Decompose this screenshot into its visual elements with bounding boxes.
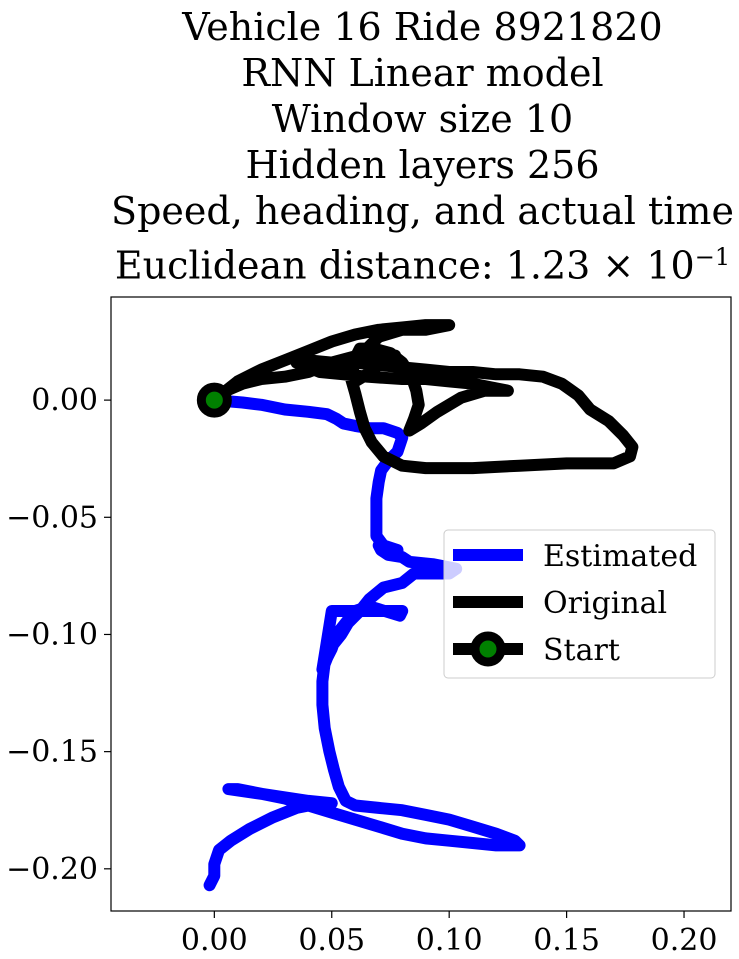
y-tick-label: −0.10 bbox=[6, 617, 98, 652]
chart-title: Vehicle 16 Ride 8921820 RNN Linear model… bbox=[0, 4, 739, 289]
title-line-5: Speed, heading, and actual time bbox=[111, 189, 734, 233]
title-line-1: Vehicle 16 Ride 8921820 bbox=[182, 5, 663, 49]
title-distance-text: Euclidean distance: 1.23 × 10 bbox=[114, 243, 695, 288]
x-tick-label: 0.00 bbox=[181, 923, 248, 958]
y-tick-label: 0.00 bbox=[31, 383, 98, 418]
legend-estimated-label: Estimated bbox=[543, 539, 697, 574]
ticks-layer: 0.00 0.05 0.10 0.15 0.20 0.00 −0.05 −0.10 −0.15 −… bbox=[6, 383, 717, 958]
x-tick-label: 0.20 bbox=[651, 923, 718, 958]
y-tick-label: −0.15 bbox=[6, 735, 98, 770]
title-line-2: RNN Linear model bbox=[241, 51, 604, 95]
title-line-6: Euclidean distance: 1.23 × 10−1 bbox=[0, 234, 739, 289]
series-layer bbox=[196, 319, 639, 892]
legend-original-label: Original bbox=[543, 586, 667, 621]
series-line-original bbox=[208, 319, 639, 475]
legend-frame bbox=[443, 529, 716, 679]
x-tick-label: 0.15 bbox=[533, 923, 600, 958]
series-line-estimated bbox=[203, 394, 526, 892]
legend-start-marker bbox=[470, 631, 506, 667]
x-tick-label: 0.10 bbox=[416, 923, 483, 958]
x-tick-label: 0.05 bbox=[298, 923, 365, 958]
title-line-4: Hidden layers 256 bbox=[245, 143, 600, 187]
axes-frame bbox=[110, 296, 732, 912]
title-exponent: −1 bbox=[694, 243, 731, 271]
title-line-3: Window size 10 bbox=[271, 97, 574, 141]
legend-start-label: Start bbox=[543, 633, 620, 668]
legend: Estimated Original Start bbox=[443, 529, 716, 679]
start-point-marker bbox=[196, 382, 232, 418]
y-tick-label: −0.05 bbox=[6, 500, 98, 535]
y-tick-label: −0.20 bbox=[6, 852, 98, 887]
